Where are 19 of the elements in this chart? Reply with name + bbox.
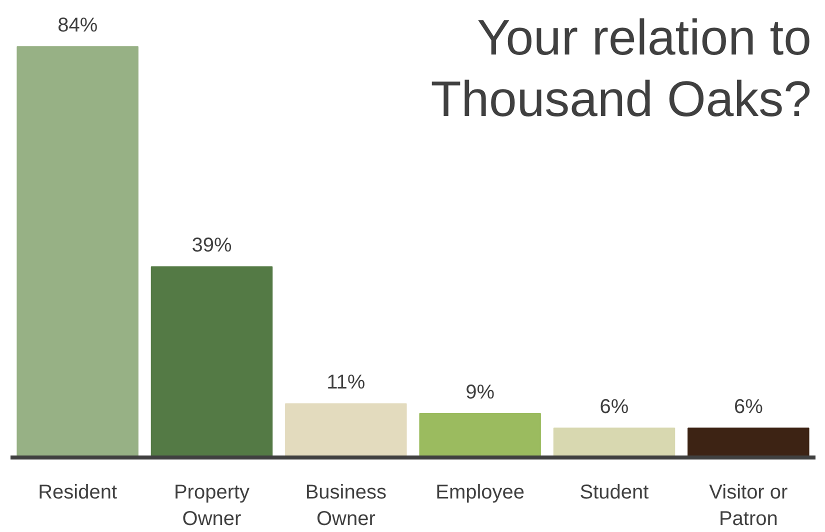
- bar: [688, 428, 810, 458]
- data-label: 39%: [192, 234, 232, 257]
- chart-title: Your relation to Thousand Oaks?: [430, 10, 812, 128]
- bar: [553, 428, 676, 458]
- data-label: 84%: [58, 14, 98, 37]
- x-tick-label: Employee: [436, 482, 525, 504]
- x-tick-label: Property Owner: [174, 482, 250, 530]
- data-label: 6%: [734, 396, 764, 418]
- x-tick-label: Visitor or Patron: [709, 482, 788, 530]
- x-tick-label: Resident: [38, 482, 118, 504]
- bar: [285, 403, 407, 458]
- bar: [150, 266, 273, 458]
- data-label: 11%: [326, 372, 366, 394]
- data-label: 9%: [466, 381, 495, 404]
- x-tick-label: Business Owner: [305, 482, 386, 530]
- x-tick-label: Student: [580, 482, 650, 504]
- data-label: 6%: [600, 396, 629, 418]
- bar: [16, 46, 138, 458]
- bar: [419, 412, 541, 458]
